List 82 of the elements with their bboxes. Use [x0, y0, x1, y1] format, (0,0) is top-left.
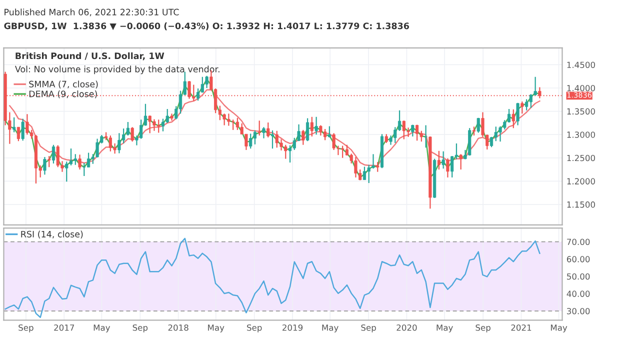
x-tick-label: 2021	[511, 324, 532, 331]
candlestick	[118, 132, 121, 154]
candlestick	[270, 130, 274, 150]
candlestick	[161, 118, 165, 132]
candlestick	[314, 116, 318, 136]
legend-label: DEMA (9, close)	[29, 90, 97, 98]
x-tick-label: May	[208, 324, 224, 332]
candlestick	[459, 154, 462, 170]
candlestick	[450, 155, 454, 178]
candlestick	[48, 155, 51, 168]
candlestick	[310, 116, 314, 138]
candlestick	[416, 124, 419, 142]
x-tick-label: Sep	[476, 324, 490, 332]
x-tick-label: May	[94, 324, 110, 332]
y-tick-label: 1.2500	[567, 154, 595, 162]
candlestick	[126, 121, 130, 136]
y-tick-label: 1.4000	[567, 84, 595, 92]
x-tick-label: Sep	[247, 324, 262, 332]
y-tick-label: 40.00	[566, 290, 590, 297]
candlestick	[12, 116, 16, 133]
candlestick	[266, 122, 270, 138]
candlestick	[424, 124, 428, 148]
candlestick	[65, 161, 68, 182]
x-tick-label: 2018	[168, 324, 188, 331]
candlestick	[262, 126, 266, 139]
candlestick	[86, 152, 90, 168]
candlestick	[78, 154, 82, 170]
y-tick-label: 30.00	[567, 308, 590, 314]
x-tick-label: Sep	[132, 324, 148, 332]
candlestick	[249, 133, 252, 150]
candlestick	[288, 144, 292, 164]
candlestick	[512, 108, 515, 129]
candlestick	[26, 114, 29, 136]
x-tick-label: Sep	[361, 324, 376, 332]
annotation: Vol: No volume is provided by the data vendor.	[14, 66, 220, 74]
y-tick-label: 60.00	[566, 256, 590, 262]
candlestick	[525, 98, 528, 111]
y-tick-label: 1.2000	[567, 178, 595, 184]
line-series	[4, 238, 540, 318]
candlestick	[319, 124, 322, 136]
candlestick	[253, 130, 257, 145]
candlestick	[446, 158, 450, 178]
candlestick	[166, 108, 169, 124]
candlestick	[74, 154, 77, 166]
y-tick-label: 1.3000	[567, 132, 595, 138]
candlestick	[306, 118, 310, 142]
candlestick	[205, 75, 208, 89]
candlestick	[442, 150, 445, 170]
candlestick	[437, 150, 440, 170]
candlestick	[130, 126, 134, 142]
y-tick-label: 70.00	[567, 238, 590, 246]
candlestick	[516, 102, 520, 126]
candlestick	[362, 166, 366, 180]
x-tick-label: May	[550, 324, 568, 332]
candlestick	[196, 88, 200, 102]
legend-title: British Pound / U.S. Dollar, 1W	[16, 52, 164, 60]
candlestick	[520, 100, 524, 114]
candlestick	[16, 126, 20, 142]
candlestick	[43, 156, 46, 176]
candlestick	[258, 120, 261, 136]
candlestick	[476, 117, 480, 134]
x-tick-label: Sep	[18, 324, 34, 332]
legend-label: SMMA (7, close)	[29, 80, 98, 88]
y-tick-label: 1.3500	[567, 108, 595, 115]
x-tick-label: 2017	[54, 324, 74, 331]
x-tick-label: May	[436, 324, 453, 332]
legend-label: RSI (14, close)	[21, 230, 83, 238]
y-tick-label: 50.00	[567, 273, 590, 280]
candlestick	[302, 129, 305, 146]
y-tick-label: 1.4500	[567, 62, 595, 68]
candlestick	[82, 162, 86, 177]
candlestick	[376, 162, 380, 172]
candlestick	[328, 126, 331, 138]
chart-title: Published March 06, 2021 22:30:31 UTC	[4, 8, 179, 16]
x-tick-label: 2020	[396, 324, 417, 331]
x-tick-label: 2019	[282, 324, 303, 331]
candlestick	[21, 118, 24, 142]
candlestick	[52, 144, 56, 164]
candlestick	[69, 148, 73, 166]
y-tick-label: 1.1500	[567, 201, 595, 208]
chart-subtitle: GBPUSD, 1W 1.3836 ▼ −0.0060 (−0.43%) O: 1.3932 H: 1.4017 L: 1.3779 C: 1.3836	[4, 22, 410, 30]
x-tick-label: May	[322, 324, 338, 332]
